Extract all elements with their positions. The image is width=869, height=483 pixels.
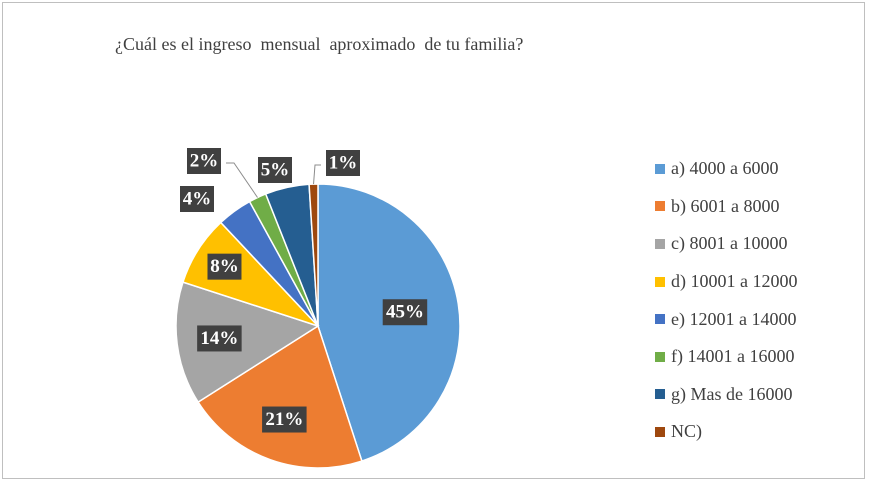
legend-label-b-6001-a-8000: b) 6001 a 8000 bbox=[671, 195, 780, 216]
legend-label-nc: NC) bbox=[671, 421, 702, 442]
legend-item-g-mas-de-16000: g) Mas de 16000 bbox=[655, 376, 797, 414]
data-label-e-12001-a-14000: 4% bbox=[183, 188, 212, 209]
data-label-box-c-8001-a-10000 bbox=[197, 325, 242, 352]
legend-item-c-8001-a-10000: c) 8001 a 10000 bbox=[655, 225, 797, 263]
data-label-g-mas-de-16000: 5% bbox=[261, 159, 290, 180]
legend-item-nc: NC) bbox=[655, 413, 797, 451]
legend-swatch-d-10001-a-12000 bbox=[655, 276, 665, 287]
legend-swatch-c-8001-a-10000 bbox=[655, 238, 665, 249]
leader-lines bbox=[226, 162, 321, 198]
legend-swatch-e-12001-a-14000 bbox=[655, 314, 665, 325]
legend-label-g-mas-de-16000: g) Mas de 16000 bbox=[671, 383, 793, 404]
leader-line-nc bbox=[313, 164, 321, 185]
data-label-d-10001-a-12000: 8% bbox=[210, 256, 239, 277]
legend-item-a-4000-a-6000: a) 4000 a 6000 bbox=[655, 150, 797, 188]
pie-slice-c-8001-a-10000 bbox=[175, 281, 320, 404]
legend-swatch-b-6001-a-8000 bbox=[655, 201, 665, 212]
pie-slice-b-6001-a-8000 bbox=[197, 324, 363, 469]
legend-label-a-4000-a-6000: a) 4000 a 6000 bbox=[671, 158, 779, 179]
pie-slices bbox=[175, 183, 461, 469]
data-label-box-nc bbox=[326, 150, 360, 176]
legend-swatch-nc bbox=[655, 426, 665, 437]
data-label-box-f-14001-a-16000 bbox=[187, 148, 221, 174]
data-labels: 45% 21% 14% 8% 4% 2% 5% 1% bbox=[180, 148, 428, 433]
data-label-box-d-10001-a-12000 bbox=[207, 253, 242, 280]
leader-line-f-14001-a-16000 bbox=[226, 162, 258, 198]
legend-swatch-f-14001-a-16000 bbox=[655, 351, 665, 362]
data-label-box-a-4000-a-6000 bbox=[382, 299, 428, 326]
data-label-a-4000-a-6000: 45% bbox=[386, 302, 424, 323]
data-label-nc: 1% bbox=[329, 152, 358, 173]
legend: a) 4000 a 6000 b) 6001 a 8000 c) 8001 a 10… bbox=[655, 150, 797, 451]
legend-label-c-8001-a-10000: c) 8001 a 10000 bbox=[671, 233, 788, 254]
legend-item-f-14001-a-16000: f) 14001 a 16000 bbox=[655, 338, 797, 376]
legend-label-d-10001-a-12000: d) 10001 a 12000 bbox=[671, 271, 798, 292]
legend-label-e-12001-a-14000: e) 12001 a 14000 bbox=[671, 308, 797, 329]
chart-title: ¿Cuál es el ingreso mensual aproximado d… bbox=[115, 34, 524, 54]
legend-item-e-12001-a-14000: e) 12001 a 14000 bbox=[655, 300, 797, 338]
data-label-box-g-mas-de-16000 bbox=[258, 157, 292, 183]
data-label-box-b-6001-a-8000 bbox=[262, 406, 307, 433]
legend-item-d-10001-a-12000: d) 10001 a 12000 bbox=[655, 263, 797, 301]
data-label-b-6001-a-8000: 21% bbox=[265, 409, 303, 430]
data-label-f-14001-a-16000: 2% bbox=[190, 150, 219, 171]
legend-swatch-a-4000-a-6000 bbox=[655, 163, 665, 174]
legend-item-b-6001-a-8000: b) 6001 a 8000 bbox=[655, 188, 797, 226]
legend-label-f-14001-a-16000: f) 14001 a 16000 bbox=[671, 346, 795, 367]
legend-swatch-g-mas-de-16000 bbox=[655, 389, 665, 400]
data-label-box-e-12001-a-14000 bbox=[180, 186, 214, 212]
data-label-c-8001-a-10000: 14% bbox=[200, 328, 238, 349]
